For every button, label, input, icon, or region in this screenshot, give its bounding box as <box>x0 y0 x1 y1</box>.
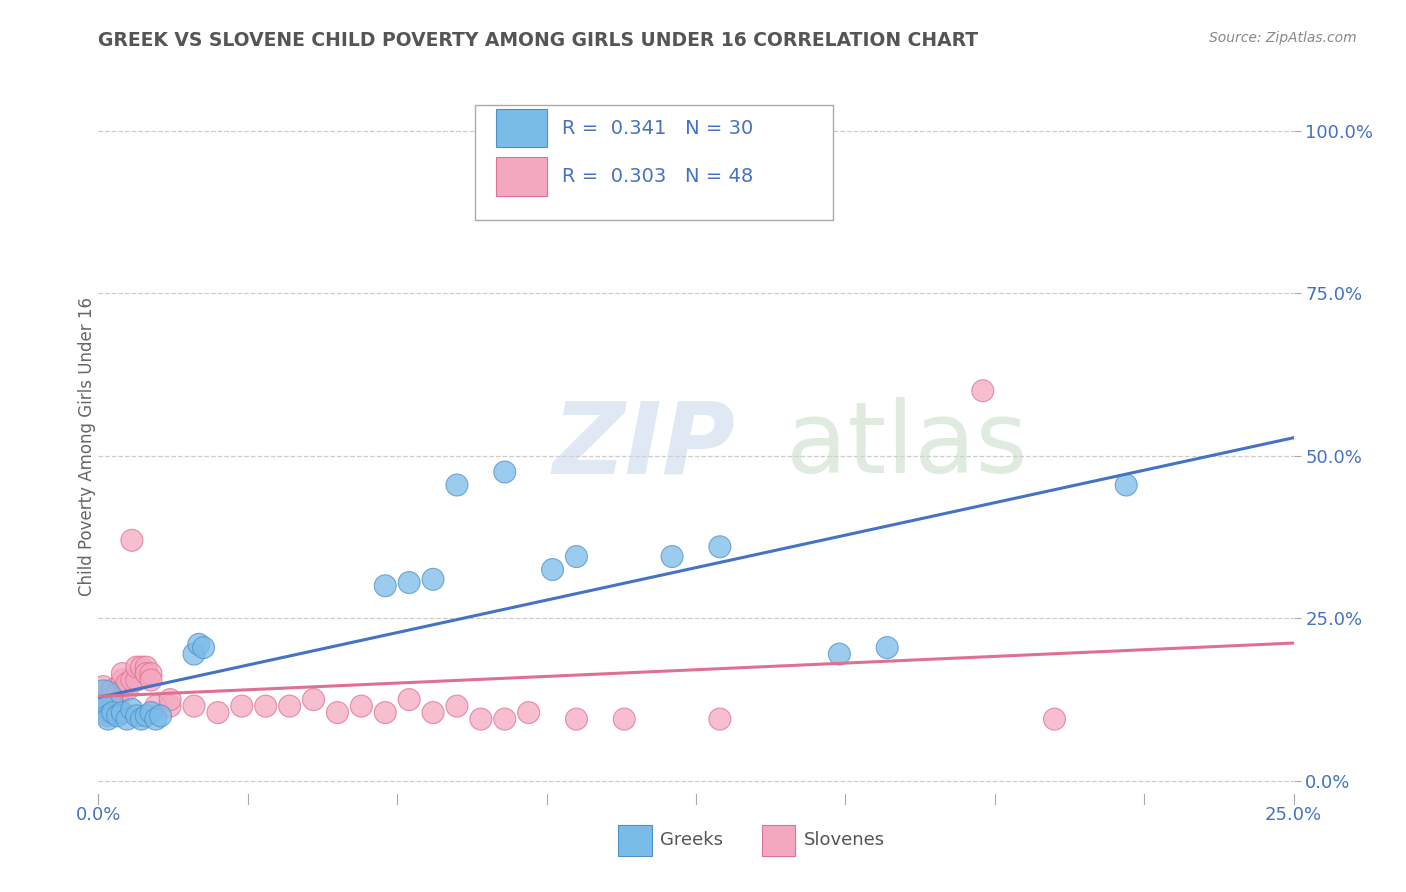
Point <box>517 706 540 720</box>
Point <box>111 706 134 720</box>
Point <box>107 709 129 723</box>
Point <box>115 712 138 726</box>
Point <box>101 682 124 697</box>
Point <box>709 540 731 554</box>
Point <box>149 709 172 723</box>
Point <box>565 712 588 726</box>
Point <box>107 692 129 706</box>
Point <box>115 676 138 690</box>
Text: Source: ZipAtlas.com: Source: ZipAtlas.com <box>1209 31 1357 45</box>
Point <box>101 699 124 714</box>
Point <box>91 680 114 694</box>
Point <box>107 699 129 714</box>
Text: Slovenes: Slovenes <box>804 831 884 849</box>
Point <box>159 692 181 706</box>
Point <box>145 699 167 714</box>
Point <box>470 712 492 726</box>
Point <box>121 673 143 687</box>
FancyBboxPatch shape <box>762 825 796 856</box>
Point <box>135 666 157 681</box>
Point <box>231 699 253 714</box>
Point <box>139 673 162 687</box>
Point <box>125 709 148 723</box>
Point <box>828 647 851 661</box>
Point <box>139 706 162 720</box>
Point <box>374 706 396 720</box>
Point <box>101 690 124 704</box>
Point <box>97 712 120 726</box>
Point <box>131 660 153 674</box>
Point <box>876 640 898 655</box>
Point <box>131 712 153 726</box>
Point <box>1043 712 1066 726</box>
Point <box>422 572 444 586</box>
Point <box>278 699 301 714</box>
Point <box>972 384 994 398</box>
Point <box>494 712 516 726</box>
Point <box>254 699 277 714</box>
Point <box>121 533 143 548</box>
Point <box>193 640 215 655</box>
Point <box>159 699 181 714</box>
Y-axis label: Child Poverty Among Girls Under 16: Child Poverty Among Girls Under 16 <box>79 296 96 596</box>
Point <box>183 647 205 661</box>
Point <box>1115 478 1137 492</box>
Point <box>565 549 588 564</box>
FancyBboxPatch shape <box>496 109 547 147</box>
Point <box>494 465 516 479</box>
Point <box>709 712 731 726</box>
Text: R =  0.341   N = 30: R = 0.341 N = 30 <box>562 119 754 137</box>
Point <box>350 699 373 714</box>
Point <box>135 709 157 723</box>
Point <box>97 692 120 706</box>
Text: Greeks: Greeks <box>661 831 723 849</box>
FancyBboxPatch shape <box>475 105 834 220</box>
Text: atlas: atlas <box>786 398 1028 494</box>
Point <box>139 666 162 681</box>
Point <box>97 699 120 714</box>
Point <box>91 692 114 706</box>
Point <box>183 699 205 714</box>
Point <box>187 637 209 651</box>
Point <box>91 699 114 714</box>
FancyBboxPatch shape <box>619 825 652 856</box>
FancyBboxPatch shape <box>496 157 547 195</box>
Point <box>398 692 420 706</box>
Point <box>97 706 120 720</box>
Point <box>374 579 396 593</box>
Point <box>107 686 129 700</box>
Text: GREEK VS SLOVENE CHILD POVERTY AMONG GIRLS UNDER 16 CORRELATION CHART: GREEK VS SLOVENE CHILD POVERTY AMONG GIR… <box>98 31 979 50</box>
Point <box>398 575 420 590</box>
Point <box>111 666 134 681</box>
Point <box>422 706 444 720</box>
Text: R =  0.303   N = 48: R = 0.303 N = 48 <box>562 167 754 186</box>
Point <box>302 692 325 706</box>
Point <box>91 686 114 700</box>
Text: ZIP: ZIP <box>553 398 735 494</box>
Point <box>446 699 468 714</box>
Point <box>97 709 120 723</box>
Point <box>101 706 124 720</box>
Point <box>446 478 468 492</box>
Point <box>125 660 148 674</box>
Point <box>111 673 134 687</box>
Point <box>613 712 636 726</box>
Point <box>91 692 114 706</box>
Point <box>207 706 229 720</box>
Point <box>145 712 167 726</box>
Point <box>541 563 564 577</box>
Point <box>326 706 349 720</box>
Point <box>115 682 138 697</box>
Point <box>125 673 148 687</box>
Point <box>661 549 683 564</box>
Point <box>121 702 143 716</box>
Point <box>135 660 157 674</box>
